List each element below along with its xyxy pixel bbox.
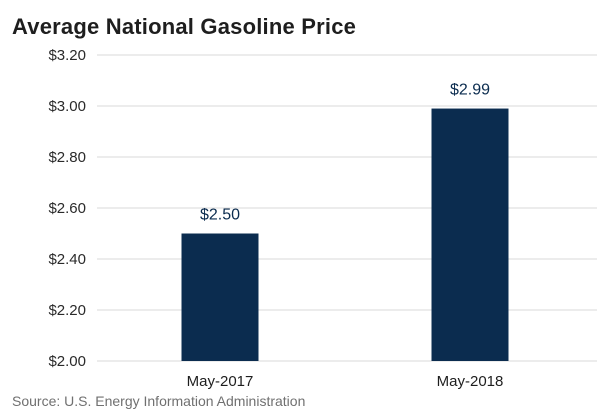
x-axis-category-labels: May-2017 May-2018 — [187, 373, 504, 390]
x-category-label: May-2017 — [187, 373, 254, 390]
y-tick-label: $3.00 — [48, 98, 86, 115]
data-label: $2.50 — [200, 207, 240, 224]
y-tick-label: $2.00 — [48, 353, 86, 370]
x-category-label: May-2018 — [437, 373, 504, 390]
bar-may-2017 — [181, 233, 259, 361]
y-tick-label: $2.80 — [48, 149, 86, 166]
source-note: Source: U.S. Energy Information Administ… — [12, 393, 306, 409]
chart-title: Average National Gasoline Price — [12, 14, 357, 39]
data-label: $2.99 — [450, 82, 490, 99]
y-tick-label: $3.20 — [48, 47, 86, 64]
y-tick-label: $2.60 — [48, 200, 86, 217]
y-tick-label: $2.20 — [48, 302, 86, 319]
data-labels: $2.50 $2.99 — [200, 82, 490, 224]
gridlines — [97, 54, 597, 362]
y-axis-tick-labels: $2.00 $2.20 $2.40 $2.60 $2.80 $3.00 $3.20 — [48, 47, 86, 370]
bars — [181, 108, 509, 361]
y-tick-label: $2.40 — [48, 251, 86, 268]
bar-may-2018 — [431, 108, 509, 361]
